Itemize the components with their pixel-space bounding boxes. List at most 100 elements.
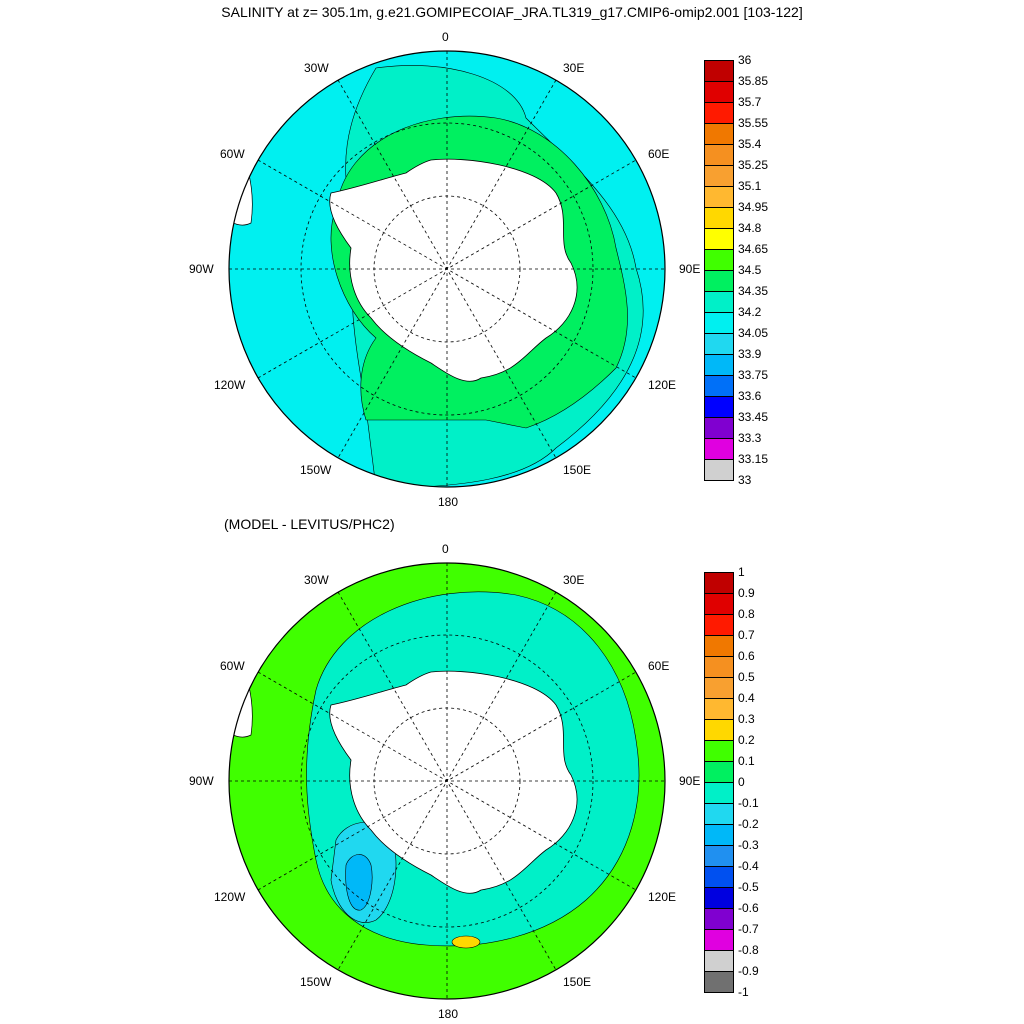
colorbar-segment bbox=[704, 144, 734, 166]
colorbar-segment bbox=[704, 81, 734, 103]
colorbar-segment bbox=[704, 803, 734, 825]
lon-label-150e: 150E bbox=[563, 463, 592, 477]
colorbar-segment bbox=[704, 417, 734, 439]
colorbar-segment bbox=[704, 207, 734, 229]
colorbar-label: -0.5 bbox=[738, 880, 759, 894]
colorbar-segment bbox=[704, 761, 734, 783]
lon-label-90e: 90E bbox=[679, 262, 701, 276]
colorbar-segment bbox=[704, 312, 734, 334]
lon-label-90w: 90W bbox=[189, 262, 214, 276]
colorbar-label: 0.1 bbox=[738, 754, 755, 768]
colorbar-label: 0.7 bbox=[738, 628, 755, 642]
colorbar-segment bbox=[704, 950, 734, 972]
lon-label-90w: 90W bbox=[189, 774, 214, 788]
colorbar-label: 33.6 bbox=[738, 389, 762, 403]
colorbar-label: 0.4 bbox=[738, 691, 755, 705]
colorbar-segment bbox=[704, 635, 734, 657]
colorbar-label: -0.4 bbox=[738, 859, 759, 873]
colorbar-label: -0.2 bbox=[738, 817, 759, 831]
map-border bbox=[228, 562, 666, 1000]
colorbar-segment bbox=[704, 270, 734, 292]
colorbar-label: 0.9 bbox=[738, 586, 755, 600]
colorbar-label: 34.65 bbox=[738, 242, 769, 256]
colorbar-segment bbox=[704, 396, 734, 418]
colorbar-segment bbox=[704, 929, 734, 951]
lon-label-30e: 30E bbox=[563, 573, 585, 587]
graticule bbox=[229, 51, 665, 487]
colorbar-label: 0.3 bbox=[738, 712, 755, 726]
colorbar-label: 33.15 bbox=[738, 452, 769, 466]
colorbar-label: 35.55 bbox=[738, 116, 769, 130]
colorbar-segment bbox=[704, 123, 734, 145]
difference-colorbar bbox=[704, 572, 734, 993]
lon-label-90e: 90E bbox=[679, 774, 701, 788]
colorbar-label: 34.35 bbox=[738, 284, 769, 298]
colorbar-label: 1 bbox=[738, 565, 745, 579]
colorbar-label: -0.1 bbox=[738, 796, 759, 810]
colorbar-segment bbox=[704, 698, 734, 720]
colorbar-label: 34.8 bbox=[738, 221, 762, 235]
colorbar-segment bbox=[704, 459, 734, 481]
colorbar-segment bbox=[704, 782, 734, 804]
colorbar-label: 34.95 bbox=[738, 200, 769, 214]
lon-label-120e: 120E bbox=[648, 890, 677, 904]
antarctica-land bbox=[329, 670, 578, 894]
colorbar-segment bbox=[704, 719, 734, 741]
colorbar-label: 33.75 bbox=[738, 368, 769, 382]
map-border bbox=[228, 50, 666, 488]
difference-deep-negative-region bbox=[345, 854, 373, 911]
graticule bbox=[229, 563, 665, 999]
lon-label-60w: 60W bbox=[220, 147, 245, 161]
colorbar-label: -0.6 bbox=[738, 901, 759, 915]
colorbar-segment bbox=[704, 908, 734, 930]
colorbar-segment bbox=[704, 186, 734, 208]
colorbar-label: 35.25 bbox=[738, 158, 769, 172]
colorbar-label: 35.85 bbox=[738, 74, 769, 88]
salinity-polar-map bbox=[228, 50, 666, 488]
colorbar-segment bbox=[704, 165, 734, 187]
lon-label-180: 180 bbox=[438, 1007, 459, 1021]
colorbar-segment bbox=[704, 249, 734, 271]
colorbar-segment bbox=[704, 845, 734, 867]
difference-polar-map bbox=[228, 562, 666, 1000]
lon-label-0: 0 bbox=[442, 542, 449, 556]
lon-label-30w: 30W bbox=[304, 573, 329, 587]
colorbar-segment bbox=[704, 740, 734, 762]
lon-label-150w: 150W bbox=[300, 463, 332, 477]
lon-label-120w: 120W bbox=[214, 378, 246, 392]
colorbar-label: -1 bbox=[738, 985, 749, 999]
colorbar-label: 36 bbox=[738, 53, 752, 67]
colorbar-segment bbox=[704, 677, 734, 699]
colorbar-label: 34.2 bbox=[738, 305, 762, 319]
colorbar-label: 0.5 bbox=[738, 670, 755, 684]
colorbar-label: -0.9 bbox=[738, 964, 759, 978]
colorbar-segment bbox=[704, 60, 734, 82]
lon-label-60e: 60E bbox=[648, 659, 670, 673]
colorbar-segment bbox=[704, 614, 734, 636]
lon-label-60w: 60W bbox=[220, 659, 245, 673]
lon-label-120w: 120W bbox=[214, 890, 246, 904]
colorbar-label: 35.4 bbox=[738, 137, 762, 151]
colorbar-segment bbox=[704, 572, 734, 594]
colorbar-label: 33.45 bbox=[738, 410, 769, 424]
colorbar-segment bbox=[704, 291, 734, 313]
colorbar-label: -0.7 bbox=[738, 922, 759, 936]
colorbar-label: -0.3 bbox=[738, 838, 759, 852]
lon-label-120e: 120E bbox=[648, 378, 677, 392]
lon-label-150e: 150E bbox=[563, 975, 592, 989]
colorbar-segment bbox=[704, 102, 734, 124]
lon-label-180: 180 bbox=[438, 495, 459, 509]
antarctica-land bbox=[329, 158, 578, 382]
colorbar-label: 0.8 bbox=[738, 607, 755, 621]
colorbar-label: 35.1 bbox=[738, 179, 762, 193]
lon-label-60e: 60E bbox=[648, 147, 670, 161]
colorbar-label: 34.5 bbox=[738, 263, 762, 277]
south-america-land bbox=[229, 639, 253, 738]
difference-subtitle: (MODEL - LEVITUS/PHC2) bbox=[224, 516, 395, 532]
colorbar-label: 0 bbox=[738, 775, 745, 789]
colorbar-segment bbox=[704, 971, 734, 993]
colorbar-label: 33 bbox=[738, 473, 752, 487]
colorbar-label: -0.8 bbox=[738, 943, 759, 957]
colorbar-segment bbox=[704, 656, 734, 678]
colorbar-segment bbox=[704, 228, 734, 250]
